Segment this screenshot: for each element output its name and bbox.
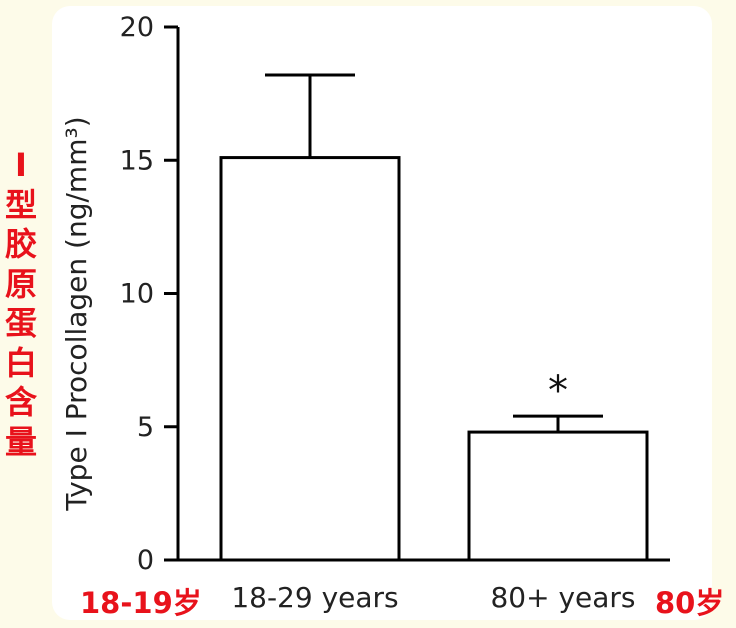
y-tick-label: 0 xyxy=(137,545,154,576)
side-label-char: 含 xyxy=(4,383,37,421)
plot-area: 0 5 10 15 20 Type I Procollagen (ng/mm³) 18-29… xyxy=(60,12,670,614)
right-category-overlay: 80岁 xyxy=(655,586,725,620)
side-label-char: 胶 xyxy=(4,225,37,263)
y-tick-label: 20 xyxy=(120,12,154,43)
side-label-char: 型 xyxy=(4,185,37,224)
side-label-char: 量 xyxy=(4,422,37,461)
x-category-label: 18-29 years xyxy=(231,581,398,614)
side-label-char: 蛋 xyxy=(4,304,37,342)
side-label-char: 白 xyxy=(4,343,37,382)
y-tick-label: 15 xyxy=(120,145,154,176)
bar xyxy=(219,156,401,562)
significance-marker: * xyxy=(548,368,568,414)
side-label-char: 原 xyxy=(4,264,37,303)
x-category-label: 80+ years xyxy=(490,581,635,614)
y-tick-label: 5 xyxy=(137,412,154,443)
y-tick-label: 10 xyxy=(120,279,154,310)
y-axis-label: Type I Procollagen (ng/mm³) xyxy=(60,116,93,511)
left-category-overlay: 18-19岁 xyxy=(80,586,202,620)
bar xyxy=(467,430,649,562)
side-label-char: I xyxy=(15,146,27,184)
